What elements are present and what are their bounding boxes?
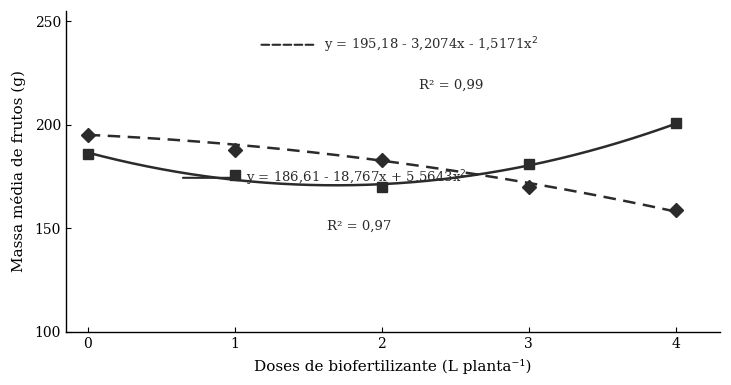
Y-axis label: Massa média de frutos (g): Massa média de frutos (g) xyxy=(11,70,26,273)
Text: y = 186,61 - 18,767x + 5,5643x$^2$: y = 186,61 - 18,767x + 5,5643x$^2$ xyxy=(246,168,466,187)
Text: R² = 0,99: R² = 0,99 xyxy=(419,78,483,91)
Text: R² = 0,97: R² = 0,97 xyxy=(327,219,392,233)
Text: y = 195,18 - 3,2074x - 1,5171x$^2$: y = 195,18 - 3,2074x - 1,5171x$^2$ xyxy=(324,35,538,55)
X-axis label: Doses de biofertilizante (L planta⁻¹): Doses de biofertilizante (L planta⁻¹) xyxy=(254,359,531,374)
